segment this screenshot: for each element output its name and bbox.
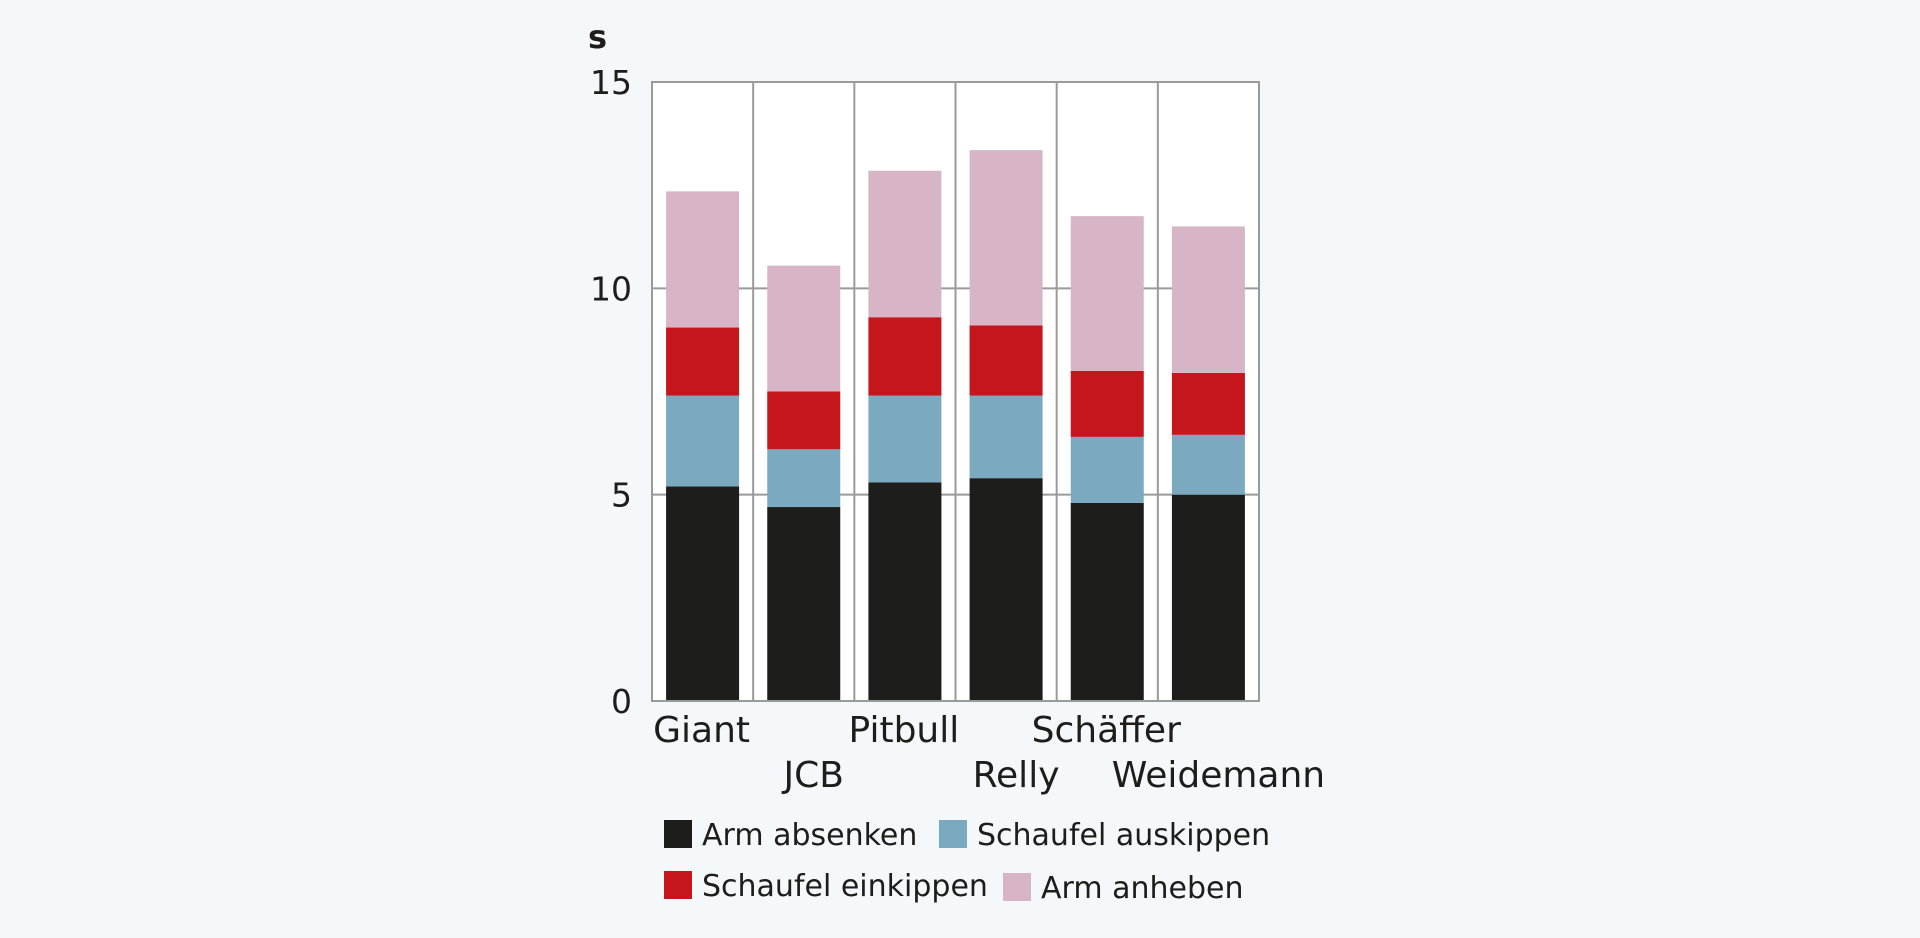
- bar-jcb-series-0: [767, 507, 841, 701]
- bar-weidemann-series-1: [1171, 434, 1245, 495]
- bar-jcb-series-1: [767, 449, 841, 508]
- legend-swatch-schaufel-auskippen: [939, 820, 967, 848]
- bar-relly-series-1: [969, 395, 1043, 479]
- bar-pitbull-series-1: [868, 395, 942, 483]
- bar-sch-ffer-series-0: [1070, 502, 1144, 701]
- bar-giant-series-3: [666, 191, 740, 328]
- bar-weidemann-series-3: [1171, 226, 1245, 373]
- x-tick-label-sch-ffer: Schäffer: [1032, 710, 1181, 751]
- bar-pitbull-series-3: [868, 170, 942, 318]
- y-axis-unit-label: s: [588, 18, 607, 56]
- y-tick-label-0: 0: [611, 682, 632, 721]
- bar-sch-ffer-series-2: [1070, 370, 1144, 437]
- legend-label-arm-anheben: Arm anheben: [1041, 871, 1243, 906]
- legend-label-arm-absenken: Arm absenken: [702, 818, 917, 853]
- bar-jcb-series-2: [767, 391, 841, 450]
- y-tick-label-15: 15: [590, 63, 632, 102]
- bar-weidemann-series-0: [1171, 494, 1245, 701]
- legend-swatch-schaufel-einkippen: [664, 871, 692, 899]
- legend-swatch-arm-anheben: [1003, 873, 1031, 901]
- bar-giant-series-1: [666, 395, 740, 487]
- axes: [651, 81, 1260, 702]
- bar-jcb-series-3: [767, 265, 841, 392]
- legend-label-schaufel-auskippen: Schaufel auskippen: [977, 818, 1270, 853]
- x-tick-label-giant: Giant: [653, 710, 750, 751]
- bars: [666, 150, 1245, 701]
- y-tick-label-10: 10: [590, 269, 632, 308]
- bar-pitbull-series-0: [868, 482, 942, 701]
- legend-swatch-arm-absenken: [664, 820, 692, 848]
- bar-weidemann-series-2: [1171, 372, 1245, 435]
- x-tick-label-pitbull: Pitbull: [849, 710, 960, 751]
- legend-label-schaufel-einkippen: Schaufel einkippen: [702, 869, 988, 904]
- plot-frame: [651, 81, 1260, 702]
- bar-relly-series-0: [969, 478, 1043, 701]
- bar-relly-series-2: [969, 325, 1043, 396]
- bar-pitbull-series-2: [868, 317, 942, 396]
- y-tick-label-5: 5: [611, 476, 632, 515]
- bar-relly-series-3: [969, 150, 1043, 326]
- bar-giant-series-0: [666, 486, 740, 701]
- legend: Arm absenken Schaufel auskippen Schaufel e…: [664, 818, 1270, 906]
- x-tick-label-relly: Relly: [973, 755, 1060, 796]
- x-tick-label-weidemann: Weidemann: [1112, 755, 1325, 796]
- bar-sch-ffer-series-3: [1070, 216, 1144, 371]
- bar-sch-ffer-series-1: [1070, 436, 1144, 503]
- bar-giant-series-2: [666, 327, 740, 396]
- x-tick-label-jcb: JCB: [782, 755, 844, 796]
